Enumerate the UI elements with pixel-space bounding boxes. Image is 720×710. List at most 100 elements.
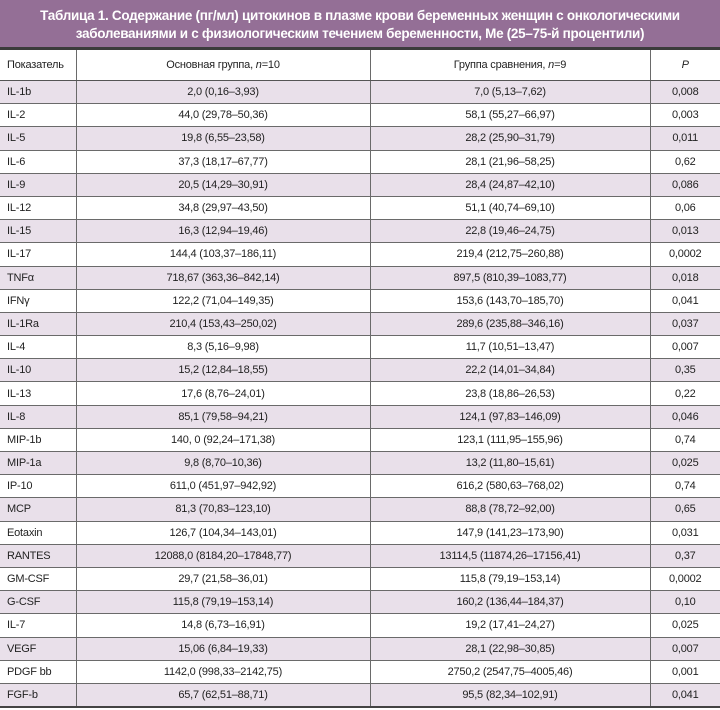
cell-compare-group: 13114,5 (11874,26–17156,41): [369, 544, 650, 568]
cell-indicator: TNFα: [0, 266, 76, 290]
header-main-group-label: Основная группа,: [166, 59, 256, 71]
table-title: Таблица 1. Содержание (пг/мл) цитокинов …: [0, 0, 720, 50]
cell-indicator: VEGF: [0, 637, 76, 661]
cell-main-group: 65,7 (62,51–88,71): [75, 683, 370, 709]
table-row: IL-17 144,4 (103,37–186,11) 219,4 (212,75–…: [0, 242, 720, 267]
table-row: IFNγ 122,2 (71,04–149,35) 153,6 (143,70–18…: [0, 289, 720, 313]
table-row: IL-2 44,0 (29,78–50,36) 58,1 (55,27–66,97)…: [0, 103, 720, 128]
header-main-count: =10: [261, 59, 280, 71]
cell-indicator: IL-1b: [0, 80, 76, 105]
cell-indicator: IL-2: [0, 103, 76, 128]
cell-p-value: 0,65: [649, 497, 720, 522]
cytokine-table: Показатель Основная группа, n=10 Группа …: [0, 50, 720, 709]
table-row: TNFα 718,67 (363,36–842,14) 897,5 (810,39–…: [0, 266, 720, 290]
header-indicator: Показатель: [0, 50, 76, 81]
cell-main-group: 122,2 (71,04–149,35): [75, 289, 370, 313]
header-row: Показатель Основная группа, n=10 Группа …: [0, 50, 720, 81]
cell-p-value: 0,003: [649, 103, 720, 128]
header-compare-count: =9: [554, 59, 567, 71]
cell-compare-group: 58,1 (55,27–66,97): [369, 103, 650, 128]
cell-compare-group: 28,4 (24,87–42,10): [369, 173, 650, 197]
cell-indicator: IL-9: [0, 173, 76, 197]
header-compare-n: n: [548, 59, 555, 71]
cell-compare-group: 153,6 (143,70–185,70): [369, 289, 650, 313]
cell-compare-group: 147,9 (141,23–173,90): [369, 521, 650, 545]
cell-compare-group: 51,1 (40,74–69,10): [369, 196, 650, 221]
cell-indicator: FGF-b: [0, 683, 76, 709]
header-main-group: Основная группа, n=10: [75, 50, 370, 81]
cell-indicator: IP-10: [0, 474, 76, 499]
cell-main-group: 14,8 (6,73–16,91): [75, 613, 370, 638]
table-row: IL-7 14,8 (6,73–16,91) 19,2 (17,41–24,27) 0…: [0, 613, 720, 638]
table-row: IL-5 19,8 (6,55–23,58) 28,2 (25,90–31,79) 0…: [0, 126, 720, 151]
cell-main-group: 210,4 (153,43–250,02): [75, 312, 370, 337]
cell-compare-group: 115,8 (79,19–153,14): [369, 567, 650, 592]
cell-indicator: IL-7: [0, 613, 76, 638]
cell-main-group: 34,8 (29,97–43,50): [75, 196, 370, 221]
cell-p-value: 0,007: [649, 335, 720, 360]
cell-compare-group: 28,2 (25,90–31,79): [369, 126, 650, 151]
cell-main-group: 2,0 (0,16–3,93): [75, 80, 370, 105]
cell-p-value: 0,013: [649, 219, 720, 244]
cell-compare-group: 123,1 (111,95–155,96): [369, 428, 650, 453]
cell-main-group: 20,5 (14,29–30,91): [75, 173, 370, 197]
cell-compare-group: 88,8 (78,72–92,00): [369, 497, 650, 522]
cell-p-value: 0,06: [649, 196, 720, 221]
cell-main-group: 37,3 (18,17–67,77): [75, 150, 370, 174]
cell-p-value: 0,008: [649, 80, 720, 105]
table-row: IL-13 17,6 (8,76–24,01) 23,8 (18,86–26,53)…: [0, 381, 720, 406]
cell-p-value: 0,046: [649, 405, 720, 429]
cell-compare-group: 19,2 (17,41–24,27): [369, 613, 650, 638]
cell-compare-group: 22,8 (19,46–24,75): [369, 219, 650, 244]
table-row: MIP-1a 9,8 (8,70–10,36) 13,2 (11,80–15,61)…: [0, 451, 720, 476]
cell-p-value: 0,0002: [649, 567, 720, 592]
header-main-n: n: [255, 59, 262, 71]
cell-indicator: IL-13: [0, 381, 76, 406]
cell-p-value: 0,37: [649, 544, 720, 568]
cell-compare-group: 897,5 (810,39–1083,77): [369, 266, 650, 290]
cell-main-group: 44,0 (29,78–50,36): [75, 103, 370, 128]
cell-compare-group: 219,4 (212,75–260,88): [369, 242, 650, 267]
table-row: VEGF 15,06 (6,84–19,33) 28,1 (22,98–30,85)…: [0, 637, 720, 661]
cell-main-group: 718,67 (363,36–842,14): [75, 266, 370, 290]
cell-p-value: 0,018: [649, 266, 720, 290]
cell-p-value: 0,086: [649, 173, 720, 197]
cell-p-value: 0,0002: [649, 242, 720, 267]
cell-indicator: GM-CSF: [0, 567, 76, 592]
table-row: Eotaxin 126,7 (104,34–143,01) 147,9 (141,2…: [0, 521, 720, 545]
cell-p-value: 0,62: [649, 150, 720, 174]
header-compare-group-label: Группа сравнения,: [453, 59, 549, 71]
header-compare-group: Группа сравнения, n=9: [369, 50, 650, 81]
table-row: IL-8 85,1 (79,58–94,21) 124,1 (97,83–146,0…: [0, 405, 720, 429]
cell-main-group: 15,06 (6,84–19,33): [75, 637, 370, 661]
table-row: GM-CSF 29,7 (21,58–36,01) 115,8 (79,19–153…: [0, 567, 720, 592]
cell-compare-group: 28,1 (22,98–30,85): [369, 637, 650, 661]
cell-main-group: 15,2 (12,84–18,55): [75, 358, 370, 383]
cell-indicator: G-CSF: [0, 590, 76, 615]
cell-p-value: 0,10: [649, 590, 720, 615]
cell-p-value: 0,041: [649, 683, 720, 709]
cell-compare-group: 160,2 (136,44–184,37): [369, 590, 650, 615]
cell-compare-group: 23,8 (18,86–26,53): [369, 381, 650, 406]
table-row: IL-10 15,2 (12,84–18,55) 22,2 (14,01–34,84…: [0, 358, 720, 383]
cell-compare-group: 95,5 (82,34–102,91): [369, 683, 650, 709]
table-row: IL-1Ra 210,4 (153,43–250,02) 289,6 (235,88…: [0, 312, 720, 337]
cell-main-group: 9,8 (8,70–10,36): [75, 451, 370, 476]
cell-indicator: Eotaxin: [0, 521, 76, 545]
cell-indicator: IL-8: [0, 405, 76, 429]
cell-indicator: IL-15: [0, 219, 76, 244]
table-row: IL-1b 2,0 (0,16–3,93) 7,0 (5,13–7,62) 0,008: [0, 80, 720, 105]
cell-p-value: 0,74: [649, 428, 720, 453]
table-row: FGF-b 65,7 (62,51–88,71) 95,5 (82,34–102,9…: [0, 683, 720, 709]
header-p: P: [649, 50, 720, 81]
cell-compare-group: 11,7 (10,51–13,47): [369, 335, 650, 360]
table-row: RANTES 12088,0 (8184,20–17848,77) 13114,5 …: [0, 544, 720, 568]
cell-p-value: 0,025: [649, 613, 720, 638]
table-row: PDGF bb 1142,0 (998,33–2142,75) 2750,2 (25…: [0, 660, 720, 684]
cell-indicator: IL-1Ra: [0, 312, 76, 337]
cell-indicator: IL-12: [0, 196, 76, 221]
cell-main-group: 16,3 (12,94–19,46): [75, 219, 370, 244]
cell-main-group: 85,1 (79,58–94,21): [75, 405, 370, 429]
cell-main-group: 81,3 (70,83–123,10): [75, 497, 370, 522]
cell-indicator: IL-17: [0, 242, 76, 267]
